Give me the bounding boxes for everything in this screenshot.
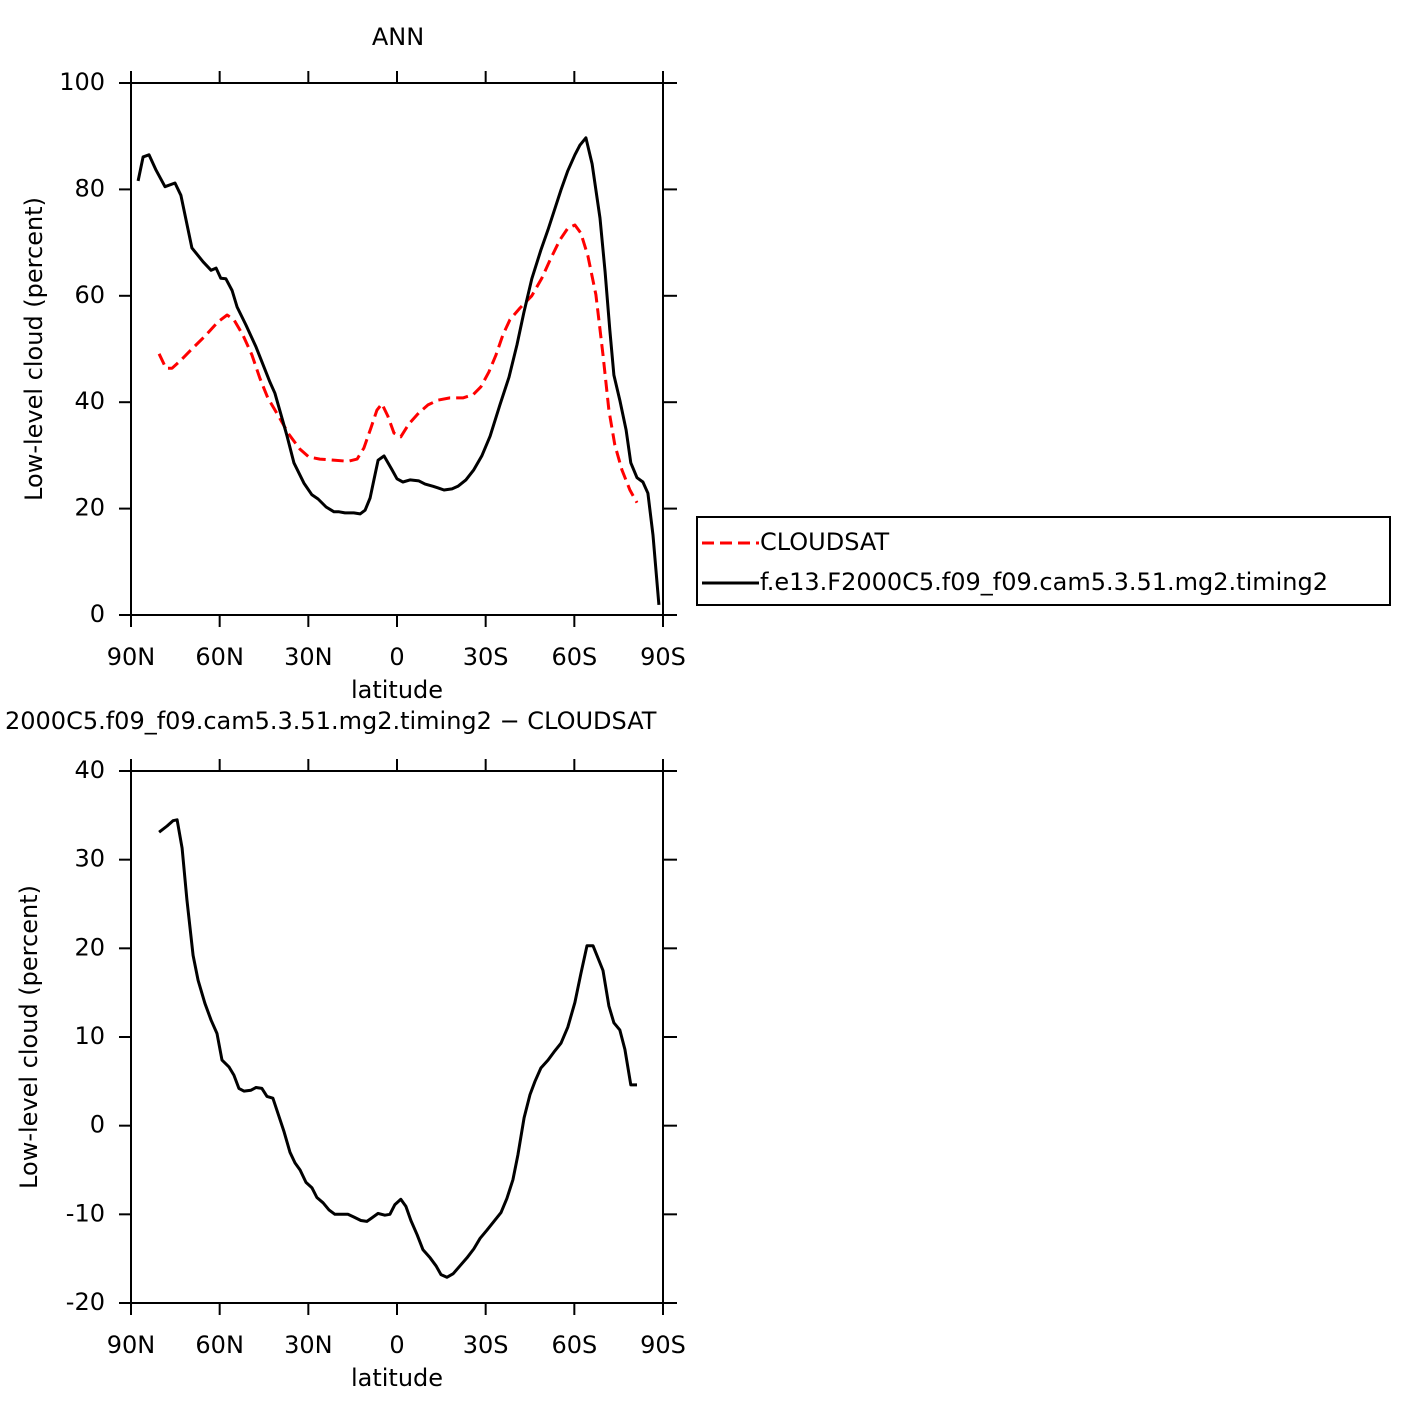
data-line bbox=[157, 223, 639, 504]
x-tick-label: 90N bbox=[107, 1331, 156, 1359]
y-tick-label: 0 bbox=[90, 1111, 105, 1139]
x-tick-label: 30N bbox=[284, 1331, 333, 1359]
x-tick-label: 60N bbox=[195, 643, 244, 671]
y-tick-label: -10 bbox=[66, 1199, 105, 1227]
plot-frame bbox=[130, 82, 664, 616]
y-axis-label: Low-level cloud (percent) bbox=[20, 197, 48, 501]
y-tick-label: 0 bbox=[90, 600, 105, 628]
y-tick-label: 20 bbox=[74, 494, 105, 522]
x-tick-label: 90N bbox=[107, 643, 156, 671]
legend: CLOUDSAT f.e13.F2000C5.f09_f09.cam5.3.51.… bbox=[696, 516, 1391, 606]
chart-title: ANN bbox=[372, 23, 424, 51]
y-tick-label: 30 bbox=[74, 845, 105, 873]
legend-label: f.e13.F2000C5.f09_f09.cam5.3.51.mg2.timi… bbox=[760, 568, 1328, 596]
y-tick-label: -20 bbox=[66, 1288, 105, 1316]
x-tick-label: 0 bbox=[389, 643, 404, 671]
x-tick-label: 90S bbox=[640, 643, 686, 671]
legend-box bbox=[696, 516, 1391, 606]
y-tick-label: 40 bbox=[74, 756, 105, 784]
x-tick-label: 30S bbox=[463, 643, 509, 671]
x-tick-label: 60S bbox=[551, 643, 597, 671]
x-axis-label: latitude bbox=[351, 676, 443, 704]
x-tick-label: 90S bbox=[640, 1331, 686, 1359]
y-tick-label: 60 bbox=[74, 281, 105, 309]
x-tick-label: 60N bbox=[195, 1331, 244, 1359]
y-axis-label: Low-level cloud (percent) bbox=[15, 885, 43, 1189]
x-tick-label: 60S bbox=[551, 1331, 597, 1359]
x-axis-label: latitude bbox=[351, 1364, 443, 1392]
plot-frame bbox=[130, 770, 664, 1304]
x-tick-label: 30S bbox=[463, 1331, 509, 1359]
x-tick-label: 0 bbox=[389, 1331, 404, 1359]
data-line bbox=[158, 818, 637, 1279]
y-tick-label: 20 bbox=[74, 933, 105, 961]
y-tick-label: 10 bbox=[74, 1022, 105, 1050]
chart-title: 2000C5.f09_f09.cam5.3.51.mg2.timing2 − C… bbox=[5, 707, 657, 735]
x-tick-label: 30N bbox=[284, 643, 333, 671]
legend-label: CLOUDSAT bbox=[760, 528, 889, 556]
y-tick-label: 80 bbox=[74, 174, 105, 202]
data-line bbox=[136, 136, 661, 606]
y-tick-label: 100 bbox=[59, 68, 105, 96]
y-tick-label: 40 bbox=[74, 387, 105, 415]
